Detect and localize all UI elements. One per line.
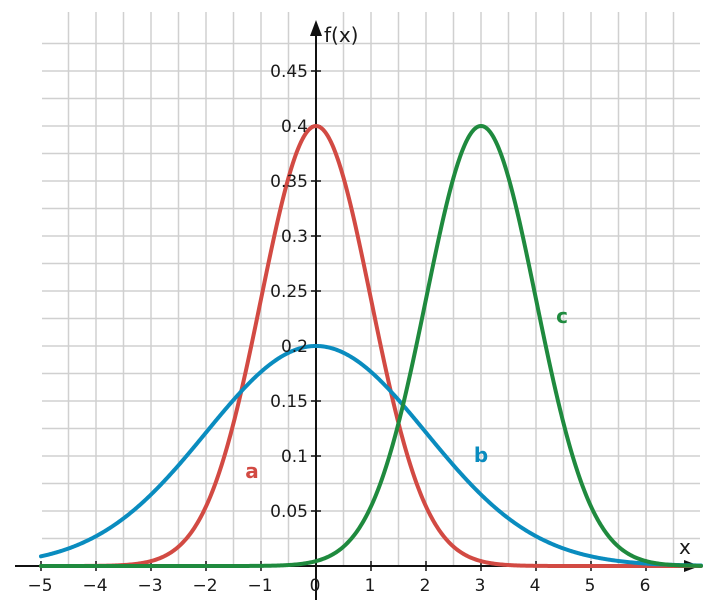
curves	[39, 124, 703, 568]
y-tick-label: 0.35	[270, 172, 308, 192]
y-tick-label: 0.1	[281, 447, 308, 467]
series-label-a: a	[245, 459, 259, 483]
x-tick-label: 3	[475, 576, 486, 596]
series-label-c: c	[556, 304, 568, 328]
y-tick-label: 0.2	[281, 337, 308, 357]
y-tick-label: 0.15	[270, 392, 308, 412]
y-axis-arrow	[310, 20, 322, 36]
y-tick-label: 0.4	[281, 117, 308, 137]
y-axis-title: f(x)	[324, 23, 358, 47]
y-tick-label: 0.45	[270, 62, 308, 82]
series-label-b: b	[474, 443, 488, 467]
x-axis-title: x	[679, 535, 691, 559]
y-tick-label: 0.05	[270, 502, 308, 522]
axes	[15, 20, 700, 600]
x-tick-label: 1	[365, 576, 376, 596]
x-tick-label: 0	[310, 576, 321, 596]
x-tick-label: −1	[247, 576, 272, 596]
series-curve-a	[39, 124, 703, 568]
tick-labels: −5 −4 −3 −2 −1 0 1 2 3 4 5 6 0.05 0.1 0.15 0.2 0.25 0.3 0.…	[27, 62, 650, 596]
y-tick-label: 0.3	[281, 227, 308, 247]
x-tick-label: 6	[640, 576, 651, 596]
x-tick-label: 5	[585, 576, 596, 596]
y-tick-label: 0.25	[270, 282, 308, 302]
series-curve-b	[39, 344, 703, 568]
x-tick-label: 2	[420, 576, 431, 596]
series-labels: a b c	[245, 304, 568, 483]
x-tick-label: −5	[27, 576, 52, 596]
x-tick-label: −4	[82, 576, 107, 596]
series-curve-c	[39, 124, 703, 568]
x-tick-label: −3	[137, 576, 162, 596]
x-tick-label: −2	[192, 576, 217, 596]
x-tick-label: 4	[530, 576, 541, 596]
grid	[42, 12, 700, 566]
